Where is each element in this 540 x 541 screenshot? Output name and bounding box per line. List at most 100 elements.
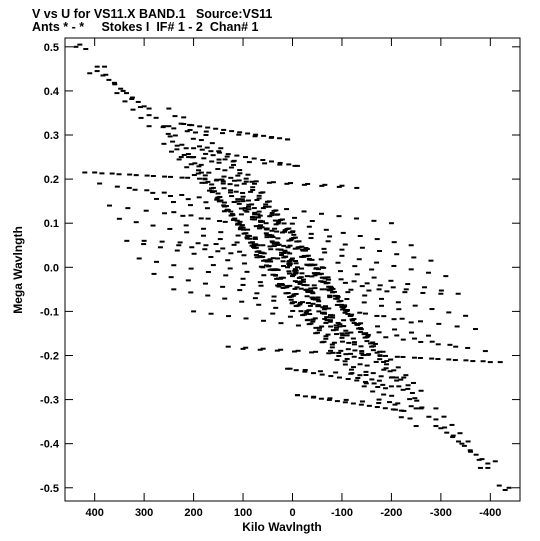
uv-point — [391, 264, 397, 267]
uv-point — [313, 267, 319, 270]
uv-point — [146, 107, 152, 110]
uv-point — [358, 331, 364, 334]
uv-point — [312, 317, 318, 320]
uv-point — [287, 264, 293, 267]
uv-point — [183, 147, 189, 150]
uv-point — [246, 208, 252, 211]
uv-point — [411, 356, 417, 359]
uv-point — [230, 160, 236, 163]
uv-point — [399, 317, 405, 320]
uv-point — [443, 275, 449, 278]
uv-point — [181, 116, 187, 119]
uv-point — [323, 228, 329, 231]
uv-point — [208, 256, 214, 259]
uv-point — [267, 215, 273, 218]
axis-ticks: 400 300 200 100 0 -100 -200 -300 -400 0.5 0.4 0.3 0.… — [40, 38, 520, 519]
x-tick-label: -400 — [479, 507, 501, 519]
uv-point — [273, 274, 279, 277]
uv-point — [326, 398, 332, 401]
uv-point — [401, 376, 407, 379]
uv-point — [296, 276, 302, 279]
uv-point — [496, 484, 502, 487]
uv-point — [87, 72, 93, 75]
uv-point — [231, 179, 237, 182]
uv-point — [214, 198, 220, 201]
uv-point — [243, 346, 249, 349]
uv-point — [196, 165, 202, 168]
uv-point — [419, 406, 425, 409]
uv-point — [338, 299, 344, 302]
uv-point — [282, 230, 288, 233]
uv-point — [312, 274, 318, 277]
uv-point — [352, 265, 358, 268]
uv-point — [334, 303, 340, 306]
uv-point — [188, 214, 194, 217]
uv-point — [354, 379, 360, 382]
uv-point — [287, 244, 293, 247]
uv-point — [216, 200, 222, 203]
uv-point — [285, 246, 291, 249]
uv-point — [209, 183, 215, 186]
uv-point — [301, 283, 307, 286]
uv-point — [328, 314, 334, 317]
uv-point — [412, 397, 418, 400]
uv-point — [426, 415, 432, 418]
uv-point — [470, 360, 476, 363]
uv-point — [358, 403, 364, 406]
uv-point — [393, 376, 399, 379]
uv-point — [287, 367, 293, 370]
uv-point — [281, 265, 287, 268]
uv-point — [303, 247, 309, 250]
uv-point — [356, 258, 362, 261]
uv-point — [251, 243, 257, 246]
uv-point — [327, 316, 333, 319]
uv-point — [364, 282, 370, 285]
uv-point — [250, 189, 256, 192]
uv-point — [291, 273, 297, 276]
uv-point — [327, 397, 333, 400]
uv-point — [208, 150, 214, 153]
uv-point — [388, 279, 394, 282]
uv-point — [257, 348, 263, 351]
uv-point — [374, 238, 380, 241]
uv-point — [220, 180, 226, 183]
uv-point — [215, 168, 221, 171]
uv-point — [378, 375, 384, 378]
uv-point — [396, 308, 402, 311]
uv-point — [251, 246, 257, 249]
uv-point — [170, 140, 176, 143]
uv-point — [274, 241, 280, 244]
uv-point — [364, 340, 370, 343]
uv-point — [357, 374, 363, 377]
uv-point — [328, 375, 334, 378]
uv-point — [343, 353, 349, 356]
uv-point — [176, 158, 182, 161]
uv-point — [395, 402, 401, 405]
uv-point — [161, 191, 167, 194]
uv-point — [248, 241, 254, 244]
uv-point — [328, 285, 334, 288]
uv-point — [141, 105, 147, 108]
uv-point — [429, 340, 435, 343]
y-tick-label: 0.2 — [44, 174, 59, 186]
uv-point — [350, 402, 356, 405]
uv-point — [240, 347, 246, 350]
uv-point — [344, 332, 350, 335]
uv-point — [116, 217, 122, 220]
uv-point — [260, 319, 266, 322]
uv-point — [287, 262, 293, 265]
uv-point — [100, 74, 106, 77]
uv-point — [209, 187, 215, 190]
uv-point — [316, 310, 322, 313]
uv-point — [319, 373, 325, 376]
uv-point — [270, 257, 276, 260]
uv-point — [304, 248, 310, 251]
uv-point — [408, 405, 414, 408]
uv-point — [391, 241, 397, 244]
uv-point — [244, 237, 250, 240]
uv-point — [408, 244, 414, 247]
x-axis-label: Kilo Wavlngth — [242, 520, 322, 534]
uv-point — [239, 300, 245, 303]
uv-point — [383, 367, 389, 370]
uv-point — [326, 352, 332, 355]
